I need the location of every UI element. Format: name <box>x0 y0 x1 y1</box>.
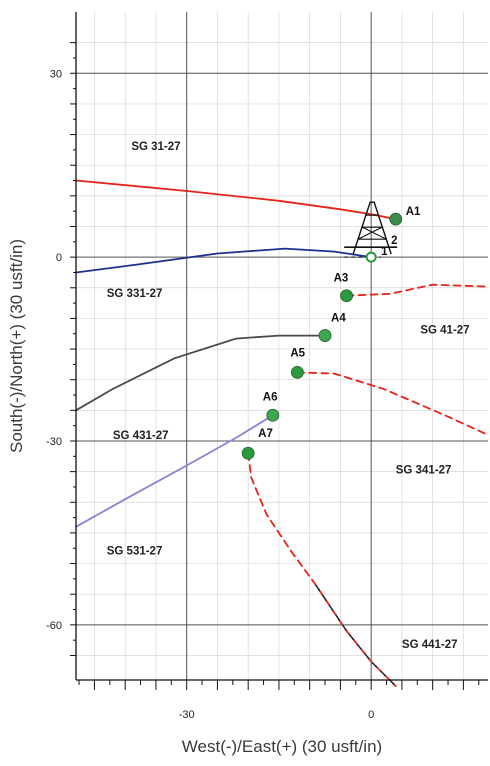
x-tick-label: -30 <box>179 709 195 721</box>
well-name-label: SG 531-27 <box>107 545 163 557</box>
point-label: A6 <box>263 391 278 403</box>
well-name-label: SG 31-27 <box>131 141 180 153</box>
y-axis-title: South(-)/North(+) (30 usft/in) <box>7 239 26 453</box>
y-tick-label: -60 <box>46 620 62 632</box>
derrick-icon <box>352 201 392 255</box>
well-name-label: SG 341-27 <box>396 464 452 476</box>
well-name-label: SG 41-27 <box>420 325 469 337</box>
derrick-bracing <box>357 214 387 240</box>
well-name-label: SG 431-27 <box>113 430 169 442</box>
series-line <box>247 452 397 687</box>
grid <box>76 12 488 680</box>
series-line <box>296 371 489 436</box>
series-line <box>75 334 323 412</box>
rig-label: 2 <box>391 235 397 247</box>
x-axis-title: West(-)/East(+) (30 usft/in) <box>182 737 382 756</box>
target-point <box>290 365 304 379</box>
rig-label: 1 <box>381 246 388 258</box>
y-tick-label: 30 <box>50 68 62 80</box>
series-line <box>345 283 489 297</box>
label-layer: A1 A3 A4 A5 A6 A7 SG 31-27 SG 331-27 SG 41-27 SG … <box>107 141 470 651</box>
target-point <box>389 212 403 226</box>
series-line <box>75 179 397 220</box>
y-tick-label: 0 <box>56 252 62 264</box>
target-point <box>318 329 332 342</box>
well-name-label: SG 441-27 <box>402 639 458 651</box>
point-label: A1 <box>406 206 421 218</box>
point-label: A3 <box>334 273 349 285</box>
series-line <box>75 247 373 274</box>
wellhead-marker <box>365 251 377 263</box>
point-label: A7 <box>258 428 273 440</box>
target-point <box>241 446 255 460</box>
target-point <box>266 408 280 422</box>
well-name-label: SG 331-27 <box>107 288 163 300</box>
target-point <box>340 289 353 303</box>
point-label: A5 <box>290 347 305 359</box>
series-line-tail <box>315 584 397 687</box>
series-line <box>75 414 274 528</box>
point-layer <box>241 212 403 460</box>
rig-icon: 21 <box>344 201 398 263</box>
point-label: A4 <box>331 313 346 325</box>
axes: 30 0 -30 -60 -30 0 <box>46 12 488 721</box>
y-tick-label: -30 <box>46 436 62 448</box>
x-tick-label: 0 <box>368 709 374 721</box>
